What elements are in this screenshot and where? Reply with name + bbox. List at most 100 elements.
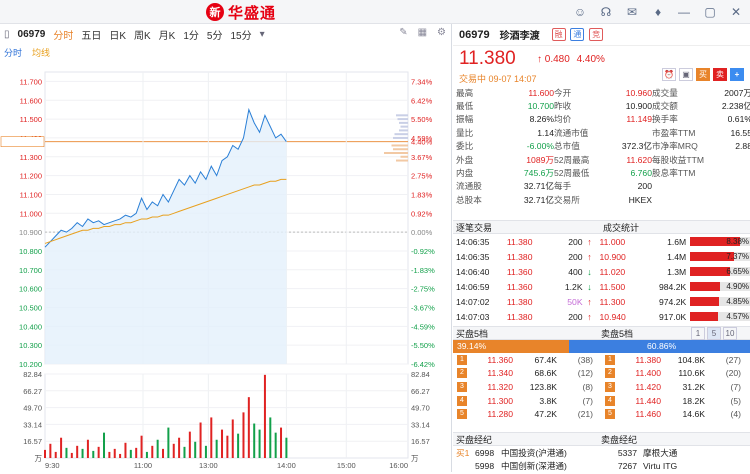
broker-code[interactable]: 7267 [617,460,637,471]
trade-price: 11.360 [506,266,533,277]
user-icon[interactable]: ☺ [573,5,587,19]
ask-level[interactable]: 3 11.420 31.2K (7) [601,381,749,392]
stat-volume: 1.6M [667,236,687,247]
level-10-button[interactable]: 10 [723,326,737,340]
quote-row: 振幅 8.26% 均价 11.149 换手率 0.61% [453,113,750,126]
tab-five-day[interactable]: 五日 [81,30,102,42]
bid-level[interactable]: 1 11.360 67.4K (38) [453,354,601,365]
volume-bar [103,432,106,458]
tab-daily[interactable]: 日K [109,30,126,42]
trades-title[interactable]: 逐笔交易 [456,222,493,233]
tab-intraday[interactable]: 分时 [53,30,74,42]
percent-tick-label: 0.00% [411,228,433,237]
level-5-button[interactable]: 5 [707,326,721,340]
trade-time: 14:06:35 [456,251,490,262]
depth-bar [393,136,408,139]
ask-ratio-label: 60.86% [647,341,677,351]
ask-level[interactable]: 1 11.380 104.8K (27) [601,354,749,365]
volume-bar [113,448,116,458]
volume-bar [140,435,143,458]
broker-name[interactable]: 中国创新(深港通) [501,460,567,471]
add-watchlist-button[interactable]: + [730,68,744,81]
trade-volume: 400 [568,266,583,277]
close-icon[interactable]: ✕ [730,5,742,19]
buy-button[interactable]: 买 [696,68,710,81]
legend-average[interactable]: 均线 [32,48,51,58]
price-tick-label: 10.200 [19,360,42,369]
quote-value: 2007万 [724,87,750,98]
volume-bar [226,435,229,458]
tab-monthly[interactable]: 月K [158,30,176,42]
depth-bar [396,159,408,162]
level-1-button[interactable]: 1 [691,326,705,340]
level-number: 3 [605,381,615,392]
volume-bar [231,419,234,458]
price-tick-label: 11.600 [20,96,42,105]
down-arrow-icon: ↓ [587,266,592,277]
grid-icon[interactable]: ▦ [417,27,428,38]
shirt-icon[interactable]: ♦ [654,5,662,19]
headset-icon[interactable]: ☊ [600,5,612,19]
minimize-icon[interactable]: — [678,5,690,19]
sell-button[interactable]: 卖 [713,68,727,81]
chevron-down-icon[interactable]: ▾ [259,28,265,40]
time-tick-label: 9:30 [45,461,60,470]
intraday-chart[interactable]: 11.7007.34%11.6006.42%11.5005.50%11.4004… [0,66,452,472]
price-tick-label: 10.300 [19,341,42,350]
ask-level[interactable]: 2 11.400 110.6K (20) [601,368,749,379]
tab-weekly[interactable]: 周K [134,30,151,42]
quote-label: 外盘 [456,154,474,165]
draw-icon[interactable]: ✎ [399,27,408,38]
level-number: 2 [457,368,467,379]
ask-level[interactable]: 5 11.460 14.6K (4) [601,409,749,420]
mail-icon[interactable]: ✉ [626,5,638,19]
volume-bar [242,412,245,458]
stock-code: 06979 [17,28,46,40]
volume-bar [108,451,111,458]
quote-label: 成交额 [652,101,678,112]
percent-tick-label: 5.50% [411,115,433,124]
bid-level[interactable]: 4 11.300 3.8K (7) [453,395,601,406]
volume-bar [188,431,191,458]
bid-level[interactable]: 3 11.320 123.8K (8) [453,381,601,392]
level-price: 11.420 [635,381,661,392]
tab-1min[interactable]: 1分 [183,30,199,42]
broker-code[interactable]: 6998 [475,447,495,458]
broker-code[interactable]: 5337 [617,447,637,458]
tag-margin: 融 [551,28,566,41]
tab-15min[interactable]: 15分 [230,30,252,42]
broker-name[interactable]: 摩根大通 [643,447,678,458]
depth-bar [400,125,408,128]
trade-row: 14:06:35 11.380 200 ↑ 11.000 1.6M 8.38% [453,234,750,249]
book-row: 3 11.320 123.8K (8) 3 11.420 31.2K (7) [453,380,750,394]
volume-bar [247,397,250,458]
broker-code[interactable]: 5998 [475,460,495,471]
legend-intraday[interactable]: 分时 [4,48,23,58]
level-number: 4 [605,395,615,406]
volume-bar [97,446,100,458]
level-volume: 67.4K [534,354,557,365]
stats-title[interactable]: 成交统计 [603,222,640,233]
maximize-icon[interactable]: ▢ [704,5,716,19]
stat-bar: 4.57% [690,312,750,321]
quote-label: 52周最低 [554,168,590,179]
settings-icon[interactable]: ⚙ [437,27,446,38]
stat-price: 10.900 [599,251,626,262]
broker-name[interactable]: 中国投资(沪港通) [501,447,567,458]
alert-icon[interactable]: ⏰ [662,68,676,81]
ask-level[interactable]: 4 11.440 18.2K (5) [601,395,749,406]
trade-volume: 200 [568,311,583,322]
bid-level[interactable]: 5 11.280 47.2K (21) [453,409,601,420]
share-icon[interactable]: ▣ [679,68,693,81]
broker-queue: 买盘经纪 卖盘经纪 买1 6998 中国投资(沪港通) 5337 摩根大通 5998 中国创… [453,432,750,472]
broker-name[interactable]: Virtu ITG [643,460,678,471]
trade-price: 11.380 [506,311,533,322]
level-number: 4 [457,395,467,406]
bid-level[interactable]: 2 11.340 68.6K (12) [453,368,601,379]
volume-bar [194,441,197,458]
tab-5min[interactable]: 5分 [206,30,223,42]
sidebar-toggle-icon[interactable]: ▯ [4,28,10,40]
price-change: ↑ 0.480 4.40% [537,54,605,65]
volume-bar [263,374,266,458]
quote-value: 372.3亿 [621,141,652,152]
